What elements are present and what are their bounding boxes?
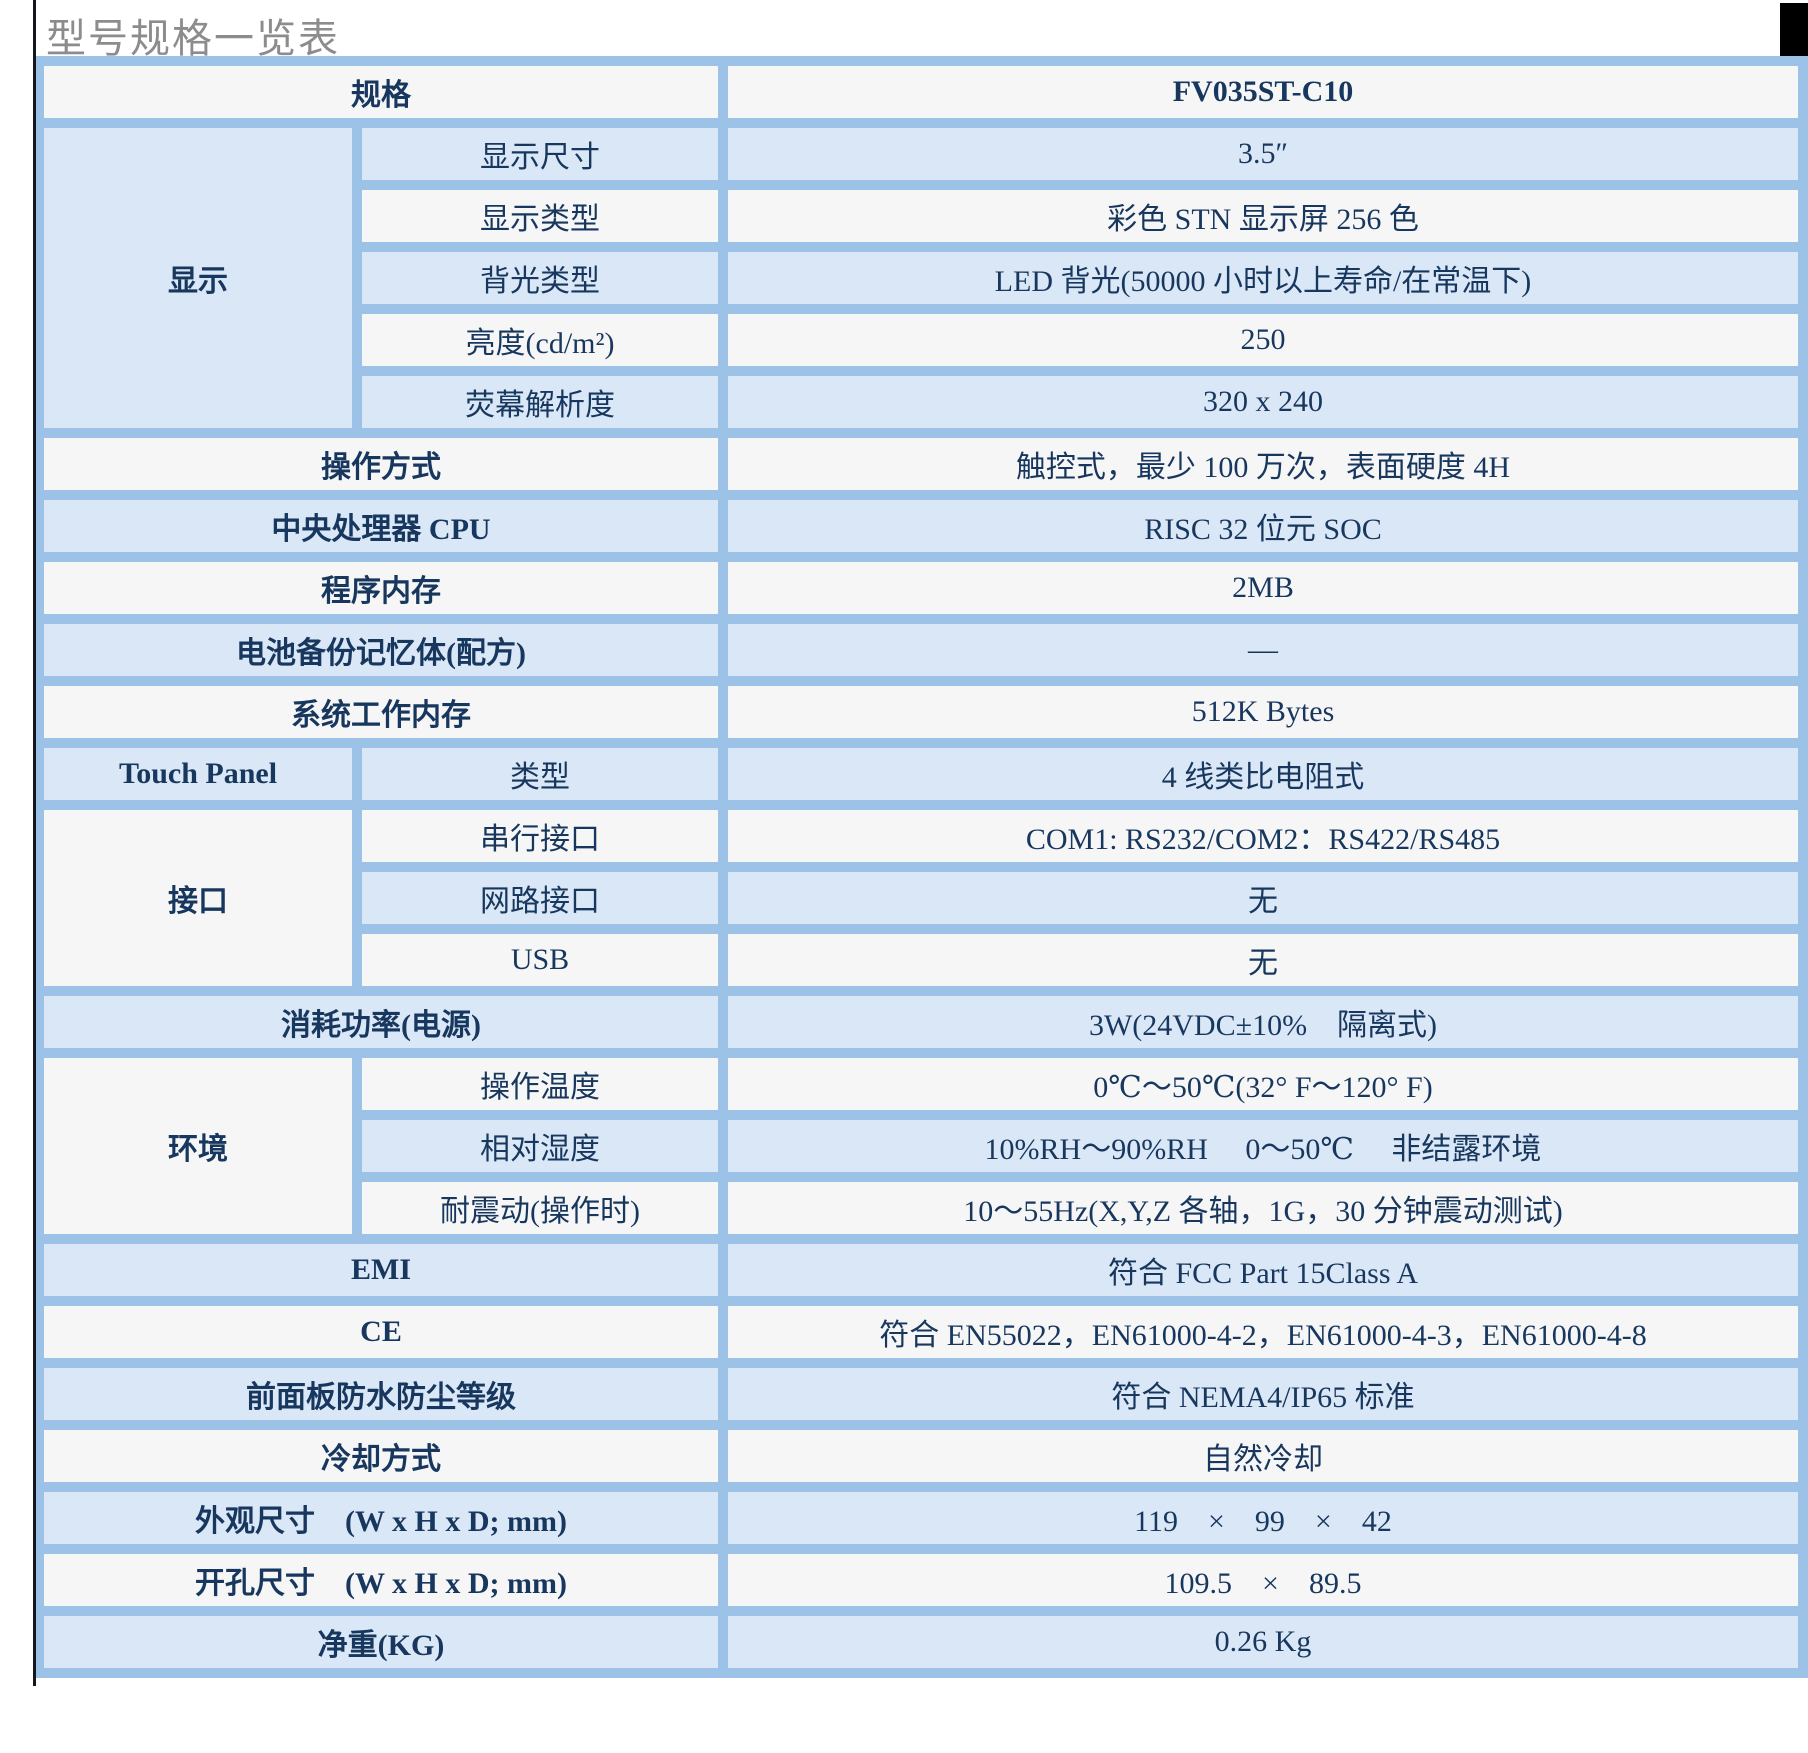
row-group-label: Touch Panel [44,748,352,800]
row-value: 符合 FCC Part 15Class A [728,1244,1798,1296]
table-row: 消耗功率(电源) 3W(24VDC±10% 隔离式) [44,996,1798,1048]
table-row: USB 无 [44,934,1798,986]
row-value: RISC 32 位元 SOC [728,500,1798,552]
row-value: — [728,624,1798,676]
row-group-label: 接口 [44,810,352,986]
left-edge-rule [33,0,36,1686]
table-row: 冷却方式 自然冷却 [44,1430,1798,1482]
table-row: EMI 符合 FCC Part 15Class A [44,1244,1798,1296]
table-row: 显示类型 彩色 STN 显示屏 256 色 [44,190,1798,242]
table-row: 荧幕解析度 320 x 240 [44,376,1798,428]
row-value: 符合 NEMA4/IP65 标准 [728,1368,1798,1420]
row-value: 触控式，最少 100 万次，表面硬度 4H [728,438,1798,490]
row-label: 程序内存 [44,562,718,614]
table-row: 相对湿度 10%RH～90%RH 0～50℃ 非结露环境 [44,1120,1798,1172]
row-sublabel: 荧幕解析度 [362,376,718,428]
row-label: EMI [44,1244,718,1296]
row-label: 外观尺寸 (W x H x D; mm) [44,1492,718,1544]
corner-marker [1780,3,1808,63]
row-value: FV035ST-C10 [728,66,1798,118]
table-row: 耐震动(操作时) 10～55Hz(X,Y,Z 各轴，1G，30 分钟震动测试) [44,1182,1798,1234]
row-value: 10～55Hz(X,Y,Z 各轴，1G，30 分钟震动测试) [728,1182,1798,1234]
table-row: 中央处理器 CPU RISC 32 位元 SOC [44,500,1798,552]
row-value: 3W(24VDC±10% 隔离式) [728,996,1798,1048]
row-value: 320 x 240 [728,376,1798,428]
row-label: 电池备份记忆体(配方) [44,624,718,676]
row-value: COM1: RS232/COM2：RS422/RS485 [728,810,1798,862]
table-row: 网路接口 无 [44,872,1798,924]
row-value: 2MB [728,562,1798,614]
table-row: 亮度(cd/m²) 250 [44,314,1798,366]
row-value: 109.5 × 89.5 [728,1554,1798,1606]
row-label: 冷却方式 [44,1430,718,1482]
table-row: 接口 串行接口 COM1: RS232/COM2：RS422/RS485 [44,810,1798,986]
page-title: 型号规格一览表 [46,16,340,61]
row-label: 规格 [44,66,718,118]
row-label: CE [44,1306,718,1358]
table-row: 外观尺寸 (W x H x D; mm) 119 × 99 × 42 [44,1492,1798,1544]
row-sublabel: 网路接口 [362,872,718,924]
table-row: 背光类型 LED 背光(50000 小时以上寿命/在常温下) [44,252,1798,304]
table-row: 净重(KG) 0.26 Kg [44,1616,1798,1668]
row-label: 消耗功率(电源) [44,996,718,1048]
row-value: LED 背光(50000 小时以上寿命/在常温下) [728,252,1798,304]
table-row: 前面板防水防尘等级 符合 NEMA4/IP65 标准 [44,1368,1798,1420]
row-value: 0.26 Kg [728,1616,1798,1668]
table-row: 程序内存 2MB [44,562,1798,614]
row-value: 250 [728,314,1798,366]
row-group-label: 显示 [44,128,352,428]
row-sublabel: USB [362,934,718,986]
row-value: 无 [728,872,1798,924]
row-value: 4 线类比电阻式 [728,748,1798,800]
row-sublabel: 串行接口 [362,810,718,862]
row-sublabel: 显示类型 [362,190,718,242]
row-sublabel: 操作温度 [362,1058,718,1110]
row-label: 开孔尺寸 (W x H x D; mm) [44,1554,718,1606]
spec-table: 规格 FV035ST-C10 显示 显示尺寸 3.5″ 显示类型 彩色 STN … [34,56,1808,1678]
table-row: 系统工作内存 512K Bytes [44,686,1798,738]
row-value: 10%RH～90%RH 0～50℃ 非结露环境 [728,1120,1798,1172]
row-label: 中央处理器 CPU [44,500,718,552]
row-value: 无 [728,934,1798,986]
row-value: 3.5″ [728,128,1798,180]
row-value: 自然冷却 [728,1430,1798,1482]
row-label: 净重(KG) [44,1616,718,1668]
table-row: CE 符合 EN55022，EN61000-4-2，EN61000-4-3，EN… [44,1306,1798,1358]
row-label: 系统工作内存 [44,686,718,738]
row-value: 彩色 STN 显示屏 256 色 [728,190,1798,242]
row-sublabel: 显示尺寸 [362,128,718,180]
row-value: 符合 EN55022，EN61000-4-2，EN61000-4-3，EN610… [728,1306,1798,1358]
row-value: 512K Bytes [728,686,1798,738]
row-sublabel: 类型 [362,748,718,800]
row-label: 前面板防水防尘等级 [44,1368,718,1420]
table-row: 显示 显示尺寸 3.5″ [44,128,1798,428]
table-row: Touch Panel 类型 4 线类比电阻式 [44,748,1798,800]
row-sublabel: 耐震动(操作时) [362,1182,718,1234]
row-sublabel: 亮度(cd/m²) [362,314,718,366]
row-label: 操作方式 [44,438,718,490]
table-row: 环境 操作温度 0℃～50℃(32° F～120° F) [44,1058,1798,1234]
row-sublabel: 相对湿度 [362,1120,718,1172]
row-value: 119 × 99 × 42 [728,1492,1798,1544]
row-group-label: 环境 [44,1058,352,1234]
table-row: 电池备份记忆体(配方) — [44,624,1798,676]
table-row: 操作方式 触控式，最少 100 万次，表面硬度 4H [44,438,1798,490]
table-row: 开孔尺寸 (W x H x D; mm) 109.5 × 89.5 [44,1554,1798,1606]
table-row: 规格 FV035ST-C10 [44,66,1798,118]
row-sublabel: 背光类型 [362,252,718,304]
row-value: 0℃～50℃(32° F～120° F) [728,1058,1798,1110]
